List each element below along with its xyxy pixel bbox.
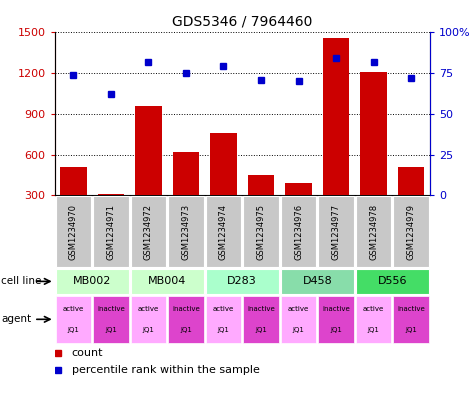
Text: active: active (138, 305, 159, 312)
Text: D458: D458 (303, 276, 332, 286)
Text: cell line: cell line (1, 276, 41, 286)
Bar (93, 296, 129, 343)
Text: inactive: inactive (397, 305, 425, 312)
Bar (281, 296, 316, 343)
Text: JQ1: JQ1 (255, 327, 267, 333)
Bar (243, 296, 279, 343)
Text: MB002: MB002 (73, 276, 111, 286)
Title: GDS5346 / 7964460: GDS5346 / 7964460 (172, 14, 313, 28)
Bar (285, 183, 312, 195)
Text: agent: agent (1, 314, 31, 324)
Bar (206, 296, 241, 343)
Bar (56, 269, 129, 294)
Bar (173, 152, 199, 195)
Bar (131, 196, 166, 267)
Bar (135, 106, 162, 195)
Text: GSM1234976: GSM1234976 (294, 204, 303, 260)
Text: percentile rank within the sample: percentile rank within the sample (72, 365, 259, 375)
Bar (56, 296, 91, 343)
Bar (248, 175, 274, 195)
Text: JQ1: JQ1 (405, 327, 417, 333)
Bar (60, 167, 86, 195)
Text: GSM1234977: GSM1234977 (332, 204, 341, 260)
Bar (323, 38, 349, 195)
Bar (168, 296, 204, 343)
Text: JQ1: JQ1 (218, 327, 229, 333)
Text: inactive: inactive (322, 305, 350, 312)
Bar (393, 196, 429, 267)
Text: D283: D283 (228, 276, 257, 286)
Bar (131, 296, 166, 343)
Bar (281, 196, 316, 267)
Text: D556: D556 (378, 276, 407, 286)
Bar (168, 196, 204, 267)
Text: JQ1: JQ1 (330, 327, 342, 333)
Bar (398, 167, 424, 195)
Text: JQ1: JQ1 (142, 327, 154, 333)
Text: GSM1234970: GSM1234970 (69, 204, 78, 260)
Bar (206, 196, 241, 267)
Bar (98, 194, 124, 195)
Bar (56, 196, 91, 267)
Bar (131, 269, 204, 294)
Text: JQ1: JQ1 (67, 327, 79, 333)
Bar (206, 269, 279, 294)
Text: active: active (288, 305, 309, 312)
Text: JQ1: JQ1 (368, 327, 380, 333)
Text: GSM1234973: GSM1234973 (181, 204, 190, 260)
Text: count: count (72, 348, 103, 358)
Bar (393, 296, 429, 343)
Text: JQ1: JQ1 (105, 327, 117, 333)
Text: JQ1: JQ1 (180, 327, 192, 333)
Bar (210, 133, 237, 195)
Bar (318, 296, 354, 343)
Bar (356, 196, 391, 267)
Bar (356, 269, 429, 294)
Text: GSM1234972: GSM1234972 (144, 204, 153, 260)
Text: active: active (213, 305, 234, 312)
Text: active: active (363, 305, 384, 312)
Text: inactive: inactive (97, 305, 125, 312)
Bar (361, 72, 387, 195)
Text: GSM1234971: GSM1234971 (106, 204, 115, 260)
Text: inactive: inactive (247, 305, 275, 312)
Text: GSM1234975: GSM1234975 (256, 204, 266, 260)
Text: inactive: inactive (172, 305, 200, 312)
Text: JQ1: JQ1 (293, 327, 304, 333)
Text: GSM1234978: GSM1234978 (369, 204, 378, 260)
Text: GSM1234974: GSM1234974 (219, 204, 228, 260)
Text: MB004: MB004 (148, 276, 186, 286)
Bar (281, 269, 354, 294)
Text: active: active (63, 305, 84, 312)
Bar (356, 296, 391, 343)
Bar (93, 196, 129, 267)
Text: GSM1234979: GSM1234979 (407, 204, 416, 260)
Bar (318, 196, 354, 267)
Bar (243, 196, 279, 267)
